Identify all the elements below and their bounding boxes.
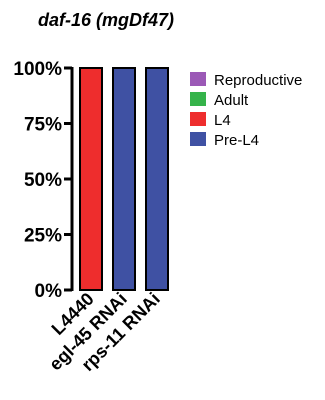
legend-label: Reproductive bbox=[214, 72, 302, 89]
legend-label: L4 bbox=[214, 112, 231, 129]
legend-swatch bbox=[190, 72, 206, 86]
bar-segment bbox=[79, 67, 103, 291]
bar-segment bbox=[112, 67, 136, 291]
legend-swatch bbox=[190, 132, 206, 146]
bars-group bbox=[79, 67, 169, 291]
y-tick-label: 25% bbox=[24, 226, 62, 247]
legend-label: Adult bbox=[214, 92, 249, 109]
legend: Reproductive Adult L4 Pre-L4 bbox=[190, 72, 302, 149]
y-tick-label: 50% bbox=[24, 170, 62, 191]
legend-swatch bbox=[190, 112, 206, 126]
y-tick-label: 0% bbox=[35, 281, 63, 302]
bar-segment bbox=[145, 67, 169, 291]
y-axis: 0% 25% 50% 75% 100% bbox=[13, 59, 74, 302]
legend-label: Pre-L4 bbox=[214, 132, 259, 149]
y-tick-label: 75% bbox=[24, 115, 62, 136]
y-tick-label: 100% bbox=[13, 59, 62, 80]
chart-title: daf-16 (mgDf47) bbox=[38, 10, 174, 30]
legend-swatch bbox=[190, 92, 206, 106]
